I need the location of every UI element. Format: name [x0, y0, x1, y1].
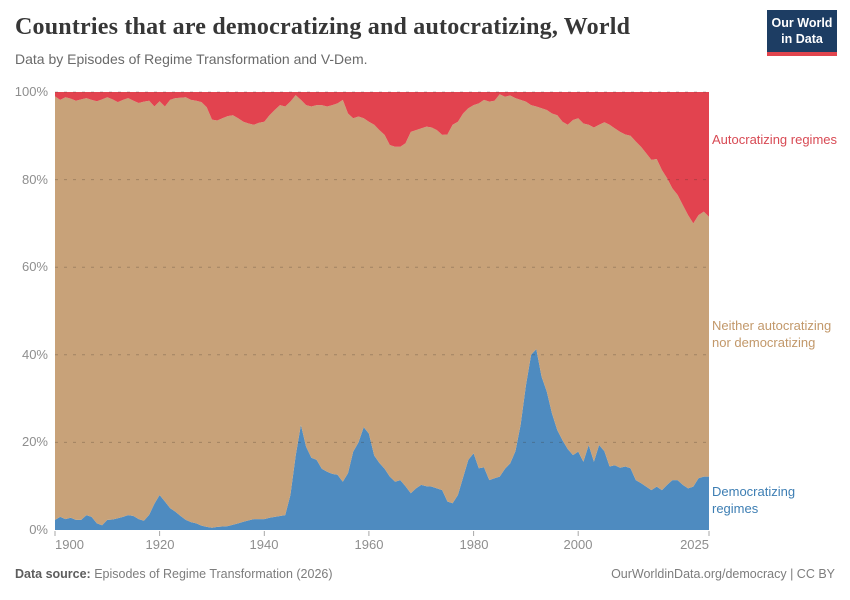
page-title: Countries that are democratizing and aut…: [15, 14, 631, 40]
y-axis-label-0: 0%: [29, 522, 48, 537]
owid-logo-line1: Our World: [771, 16, 833, 30]
area-neither[interactable]: [55, 94, 709, 528]
legend-democratizing[interactable]: Democratizing regimes: [712, 484, 796, 517]
x-axis-label-1900: 1900: [55, 537, 84, 552]
x-axis-label-1980: 1980: [459, 537, 489, 552]
page-subtitle: Data by Episodes of Regime Transformatio…: [15, 51, 368, 67]
x-axis-label-2000: 2000: [563, 537, 593, 552]
x-axis-label-1960: 1960: [354, 537, 384, 552]
owid-logo-line2: in Data: [781, 31, 823, 46]
y-axis-label-20: 20%: [21, 434, 48, 449]
area-democratizing[interactable]: [55, 349, 709, 530]
footer-link[interactable]: OurWorldinData.org/democracy | CC BY: [611, 567, 835, 581]
chart-plot[interactable]: [54, 91, 710, 536]
legend-neither[interactable]: Neither autocratizing nor democratizing: [712, 318, 832, 351]
data-source-note: Data source: Episodes of Regime Transfor…: [15, 567, 333, 581]
y-axis-label-80: 80%: [21, 172, 48, 187]
data-source-text: Episodes of Regime Transformation (2026): [90, 567, 333, 581]
y-axis-label-60: 60%: [21, 259, 48, 274]
x-axis-label-1940: 1940: [249, 537, 279, 552]
owid-logo[interactable]: Our World in Data: [767, 10, 837, 57]
area-autocratizing[interactable]: [55, 92, 709, 224]
legend-autocratizing[interactable]: Autocratizing regimes: [712, 132, 837, 147]
x-axis-label-2025: 2025: [680, 537, 709, 552]
y-axis-label-100: 100%: [14, 84, 48, 99]
x-axis-label-1920: 1920: [145, 537, 175, 552]
data-source-label: Data source:: [15, 567, 91, 581]
y-axis-label-40: 40%: [21, 347, 48, 362]
